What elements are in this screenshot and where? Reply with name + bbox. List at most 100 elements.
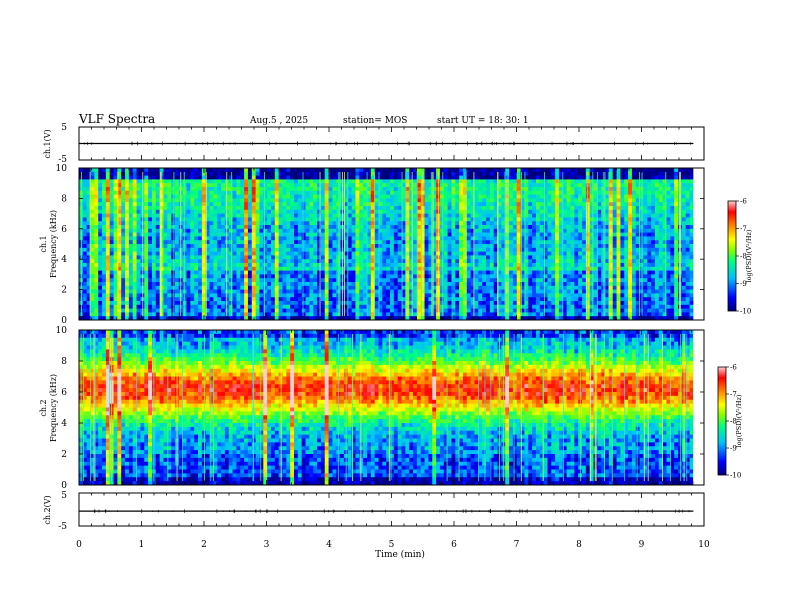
spectrogram-cell [83,263,87,267]
spectrogram-cell [375,176,379,180]
spectrogram-cell [110,179,114,183]
spectrogram-cell [244,195,248,199]
spectrogram-cell [536,176,540,180]
spectrogram-cell [290,267,294,271]
spectrogram-cell [102,225,106,229]
spectrogram-cell [313,271,317,275]
spectrogram-cell [240,252,244,256]
spectrogram-cell [125,293,129,297]
spectrogram-cell [486,244,490,248]
spectrogram-cell [236,248,240,252]
spectrogram-cell [83,267,87,271]
spectrogram-cell [263,286,267,290]
spectrogram-cell [532,301,536,305]
spectrogram-cell [448,236,452,240]
spectrogram-cell [125,255,129,259]
spectrogram-cell [259,206,263,210]
spectrogram-cell [332,255,336,259]
spectrogram-cell [279,217,283,221]
spectrogram-cell [386,290,390,294]
spectrogram-cell [286,267,290,271]
spectrogram-cell [448,187,452,191]
spectrogram-cell [286,217,290,221]
spectrogram-cell [244,290,248,294]
spectrogram-cell [240,172,244,176]
spectrogram-cell [444,210,448,214]
spectrogram-cell [482,297,486,301]
spectrogram-cell [455,293,459,297]
spectrogram-cell [290,221,294,225]
spectrogram-cell [309,309,313,313]
spectrogram-cell [382,248,386,252]
spectrogram-cell [233,271,237,275]
spectrogram-cell [290,278,294,282]
spectrogram-cell [459,301,463,305]
spectrogram-cell [137,236,141,240]
spectrogram-cell [509,206,513,210]
spectrogram-cell [121,176,125,180]
spectrogram-cell [451,309,455,313]
spectrogram-cell [283,305,287,309]
spectrogram-cell [91,263,95,267]
spectrogram-cell [202,282,206,286]
spectrogram-cell [167,290,171,294]
spectrogram-cell [509,309,513,313]
spectrogram-cell [271,198,275,202]
spectrogram-cell [286,191,290,195]
spectrogram-cell [286,221,290,225]
spectrogram-cell [332,290,336,294]
spectrogram-cell [252,248,256,252]
spectrogram-cell [271,255,275,259]
spectrogram-cell [317,274,321,278]
spectrogram-cell [448,221,452,225]
spectrogram-cell [302,191,306,195]
spectrogram-cell [233,248,237,252]
spectrogram-cell [313,221,317,225]
spectrogram-cell [306,217,310,221]
spectrogram-cell [298,244,302,248]
spectrogram-cell [382,293,386,297]
spectrogram-cell [505,240,509,244]
spectrogram-cell [125,221,129,225]
spectrogram-cell [110,286,114,290]
spectrogram-cell [163,293,167,297]
spectrogram-cell [148,278,152,282]
spectrogram-cell [83,271,87,275]
spectrogram-cell [451,244,455,248]
spectrogram-cell [413,221,417,225]
spectrogram-cell [175,187,179,191]
spectrogram-cell [221,233,225,237]
spectrogram-cell [283,240,287,244]
spectrogram-cell [252,267,256,271]
spectrogram-cell [482,271,486,275]
spectrogram-cell [236,225,240,229]
spectrogram-cell [256,286,260,290]
spectrogram-cell [213,168,217,172]
spectrogram-cell [306,259,310,263]
spectrogram-cell [451,183,455,187]
spectrogram-cell [448,312,452,316]
spectrogram-cell [340,168,344,172]
spectrogram-cell [110,225,114,229]
spectrogram-cell [236,286,240,290]
spectrogram-cell [252,252,256,256]
spectrogram-cell [190,267,194,271]
spectrogram-cell [175,278,179,282]
spectrogram-cell [283,255,287,259]
spectrogram-cell [294,293,298,297]
spectrogram-cell [233,282,237,286]
spectrogram-cell [114,278,118,282]
spectrogram-cell [413,267,417,271]
spectrogram-cell [148,282,152,286]
spectrogram-cell [475,172,479,176]
spectrogram-cell [290,206,294,210]
spectrogram-cell [187,233,191,237]
spectrogram-cell [98,206,102,210]
spectrogram-cell [298,290,302,294]
spectrogram-cell [486,191,490,195]
spectrogram-cell [332,271,336,275]
spectrogram-cell [106,293,110,297]
spectrogram-cell [114,248,118,252]
spectrogram-cell [163,210,167,214]
spectrogram-cell [221,210,225,214]
